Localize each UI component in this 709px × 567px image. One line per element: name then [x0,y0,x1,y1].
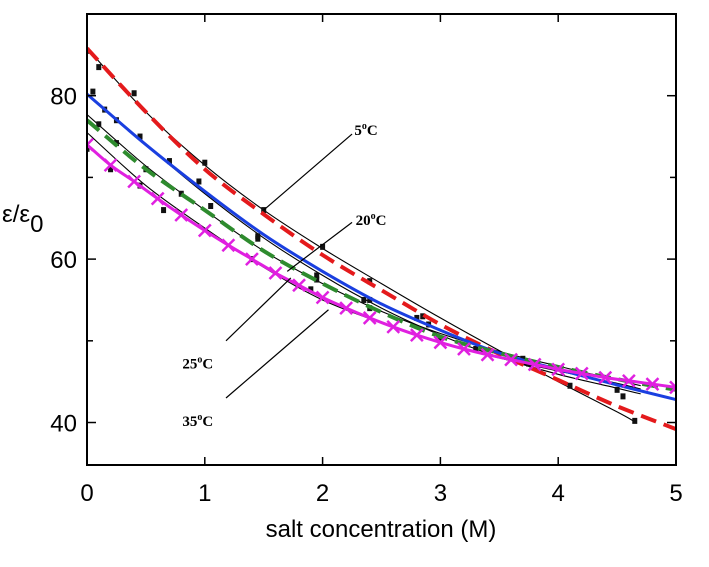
x-marker [197,223,212,238]
data-point [202,159,208,166]
x-marker [150,191,165,206]
model-curve-3 [87,143,676,389]
data-point [178,190,184,197]
data-point [161,207,167,214]
data-point [614,386,620,393]
annotation-leader [286,221,353,272]
data-point [255,233,261,240]
x-marker [645,377,660,391]
x-marker [433,335,448,350]
x-marker [669,380,676,395]
temperature-annotations: 5oC 20oC 25oC 35oC [182,121,386,430]
x-tick-label: 2 [316,480,329,507]
x-marker [339,301,354,316]
measured-line-6 [87,114,641,387]
model-curve-2 [87,118,676,392]
x-marker [504,352,518,367]
annotation-leader [225,309,329,399]
data-point [96,64,102,71]
data-point [314,276,320,283]
data-point [308,286,314,293]
data-point [166,158,172,165]
y-tick-label: 80 [50,84,77,111]
data-point [632,417,638,424]
data-point [196,178,202,185]
x-axis-label: salt concentration (M) [266,516,497,543]
annotation-leader [225,277,292,342]
measured-line-7 [87,132,641,390]
data-point [567,382,573,389]
data-point [367,296,373,303]
x-marker [127,174,142,189]
x-marker [103,158,118,173]
y-axis-label: ε/ε0 [2,201,43,238]
annotation-label: 25oC [182,355,213,373]
x-marker [480,347,495,362]
x-marker [315,290,330,305]
x-marker [245,252,259,266]
data-point [420,313,426,320]
annotation-label: 5oC [354,121,377,139]
x-marker [457,342,471,356]
plot-frame [86,13,677,466]
x-tick-label: 3 [434,480,447,507]
data-point [87,145,90,152]
x-marker [174,208,189,222]
x-marker [386,320,401,334]
x-tick-label: 1 [198,480,211,507]
x-tick-label: 0 [80,480,93,507]
x-marker [574,366,589,381]
data-point [208,203,214,210]
data-point [473,345,479,352]
y-tick-label: 60 [50,247,77,274]
data-point [361,296,367,303]
x-marker [409,328,424,342]
data-point [96,121,102,128]
data-point [314,272,320,279]
data-point [131,90,137,97]
data-point [137,133,143,140]
x-marker [292,278,306,293]
x-marker [621,373,636,388]
x-marker [551,362,566,377]
data-point [90,88,96,95]
data-point [108,166,114,173]
x-marker [362,311,377,325]
annotation-label: 35oC [182,412,213,430]
x-marker [268,266,283,280]
data-point [620,393,626,400]
model-curve-0 [87,46,676,431]
x-marker [527,357,542,372]
y-tick-label: 40 [50,411,77,438]
data-point [320,243,326,250]
data-point [414,314,420,321]
x-tick-label: 5 [669,480,682,507]
x-tick-label: 4 [552,480,565,507]
axis-ticks: 0 1 2 3 4 5 40 60 80 [50,13,683,507]
x-marker [87,137,94,152]
annotation-leader [263,133,353,211]
x-marker [221,238,236,253]
annotation-label: 20oC [356,211,387,229]
model-curves [87,46,676,431]
x-marker [598,370,613,385]
